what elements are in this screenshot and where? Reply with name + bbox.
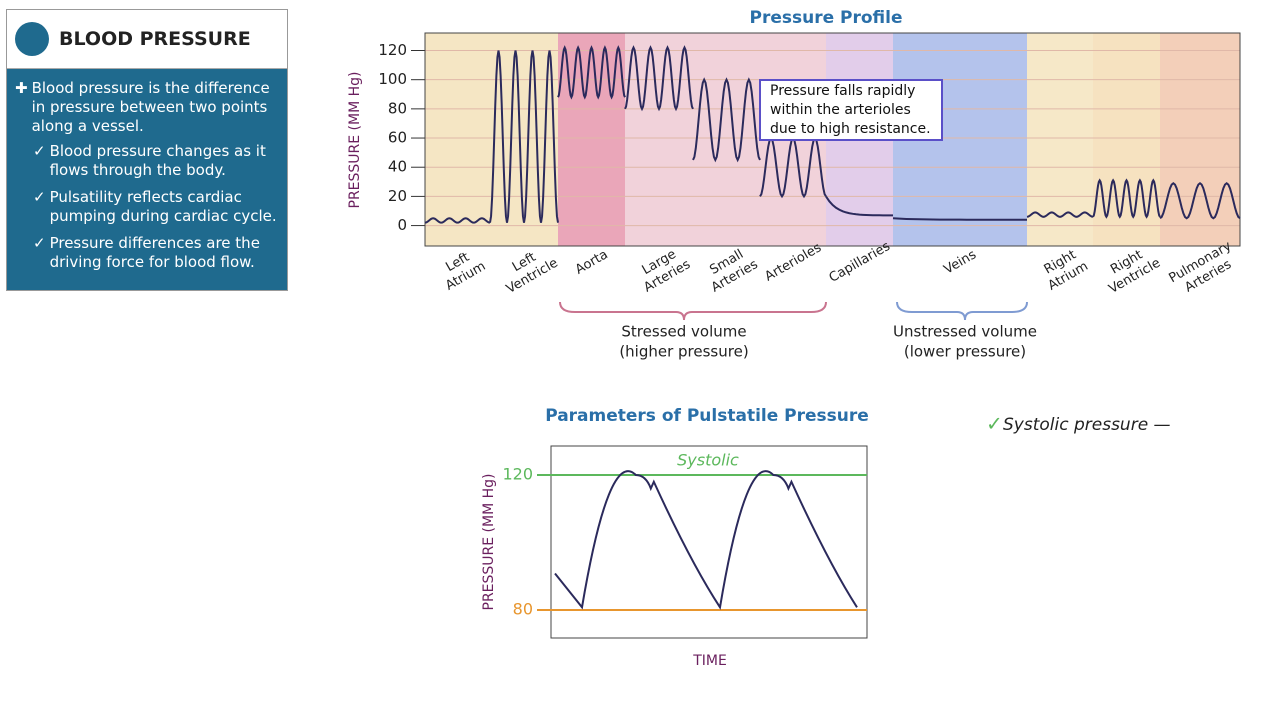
x-tick-label: LeftVentricle	[496, 241, 561, 296]
pressure-wave	[825, 195, 894, 217]
bracket	[896, 301, 1028, 321]
region-band	[1160, 33, 1240, 246]
region-band	[625, 33, 693, 246]
region-band	[826, 33, 893, 246]
x-tick-label: RightAtrium	[1037, 245, 1090, 294]
line: Left	[443, 249, 472, 274]
point: ✓ Pulsatility reflects cardiac pumping du…	[33, 188, 281, 226]
plot-frame	[424, 32, 1241, 247]
line: due to high resistance.	[770, 121, 931, 137]
x-axis-label: TIME	[692, 653, 727, 669]
line: Aorta	[573, 247, 611, 278]
point: ✓ Blood pressure changes as it flows thro…	[33, 142, 281, 180]
x-tick-label: PulmonaryArteries	[1166, 238, 1242, 300]
line: Atrium	[1045, 258, 1090, 293]
line: Arterioles	[762, 240, 824, 284]
check-icon: ✓	[986, 412, 1003, 436]
line: Small	[707, 246, 746, 277]
region-band	[1027, 33, 1093, 246]
point-text: Pulsatility reflects cardiac pumping dur…	[49, 188, 277, 225]
main-point: ✚ Blood pressure is the difference in pre…	[15, 79, 281, 136]
sidebar: BLOOD PRESSURE ✚ Blood pressure is the di…	[6, 9, 288, 291]
region-band	[490, 33, 558, 246]
annotation-box	[759, 79, 943, 141]
region-band	[893, 33, 1027, 246]
y-axis-label: PRESSURE (MM Hg)	[481, 473, 497, 610]
pressure-wave	[489, 50, 559, 223]
region-band	[425, 33, 490, 246]
line: Arteries	[641, 256, 693, 295]
y-tick-label: 60	[388, 129, 407, 147]
pressure-wave	[1159, 181, 1241, 220]
icon	[15, 22, 49, 56]
y-tick-label: 120	[378, 41, 407, 59]
region-band	[1093, 33, 1160, 246]
line: Arteries	[1182, 256, 1234, 295]
pressure-wave	[557, 45, 626, 100]
bracket-label: Unstressed volume	[893, 323, 1037, 341]
annotation: Pressure falls rapidly within the arterio…	[770, 83, 931, 137]
pressure-wave	[1092, 178, 1161, 219]
y-tick-label: 100	[378, 70, 407, 88]
pressure-wave	[624, 45, 694, 112]
line: Atrium	[443, 258, 488, 293]
line: Arteries	[709, 256, 761, 295]
point-text: Blood pressure changes as it flows throu…	[49, 142, 266, 179]
bracket-sublabel: (lower pressure)	[904, 343, 1026, 361]
y-tick-label: 0	[397, 216, 407, 234]
x-tick-label: LargeArteries	[633, 243, 693, 295]
y-tick-label: 20	[388, 187, 407, 205]
x-tick-label: Arterioles	[762, 240, 824, 284]
point: ✓ Pressure differences are the driving fo…	[33, 234, 281, 272]
y-tick-label: 80	[388, 99, 407, 117]
line: Veins	[941, 247, 979, 277]
sidebar-body: ✚ Blood pressure is the difference in pre…	[7, 69, 287, 272]
pressure-wave	[554, 470, 858, 610]
line: Large	[639, 246, 678, 277]
pressure-wave	[759, 136, 827, 199]
y-tick-label: 120	[502, 465, 533, 484]
plot-frame	[550, 445, 868, 639]
bracket-sublabel: (higher pressure)	[619, 343, 748, 361]
x-tick-label: RightVentricle	[1098, 241, 1163, 296]
line: Ventricle	[1106, 255, 1163, 296]
reference-label: Systolic	[677, 451, 739, 470]
pressure-wave	[692, 77, 761, 163]
region-band	[558, 33, 625, 246]
line: Pulmonary	[1166, 238, 1234, 286]
x-tick-label: SmallArteries	[701, 243, 761, 295]
line: within the arterioles	[770, 102, 911, 118]
x-tick-label: Veins	[941, 247, 979, 277]
bracket	[559, 301, 827, 321]
y-tick-label: 40	[388, 158, 407, 176]
x-tick-label: Capillaries	[826, 238, 892, 285]
x-tick-label: LeftAtrium	[435, 245, 488, 294]
pressure-wave	[1026, 211, 1094, 218]
point-text: Pressure differences are the driving for…	[49, 234, 260, 271]
main-text: Blood pressure is the difference in pres…	[31, 79, 270, 135]
region-band	[693, 33, 760, 246]
chart-title: Pressure Profile	[749, 8, 902, 28]
pressure-wave	[424, 217, 491, 224]
y-axis-label: PRESSURE (MM Hg)	[347, 71, 363, 208]
sidebar-header: BLOOD PRESSURE	[7, 10, 287, 69]
line: Ventricle	[504, 255, 561, 296]
y-tick-label: 80	[513, 599, 533, 618]
line: Pressure falls rapidly	[770, 83, 915, 99]
region-band	[760, 33, 826, 246]
bracket-label: Stressed volume	[621, 323, 746, 341]
line: Capillaries	[826, 238, 892, 285]
line: Left	[510, 249, 539, 274]
line: Right	[1041, 247, 1078, 277]
chart-title: Parameters of Pulstatile Pressure	[545, 406, 869, 426]
x-tick-label: Aorta	[573, 247, 611, 278]
sidebar-title: BLOOD PRESSURE	[59, 28, 251, 50]
note: Systolic pressure —	[1003, 415, 1171, 435]
line: Right	[1108, 247, 1145, 277]
pressure-wave	[892, 217, 1028, 221]
